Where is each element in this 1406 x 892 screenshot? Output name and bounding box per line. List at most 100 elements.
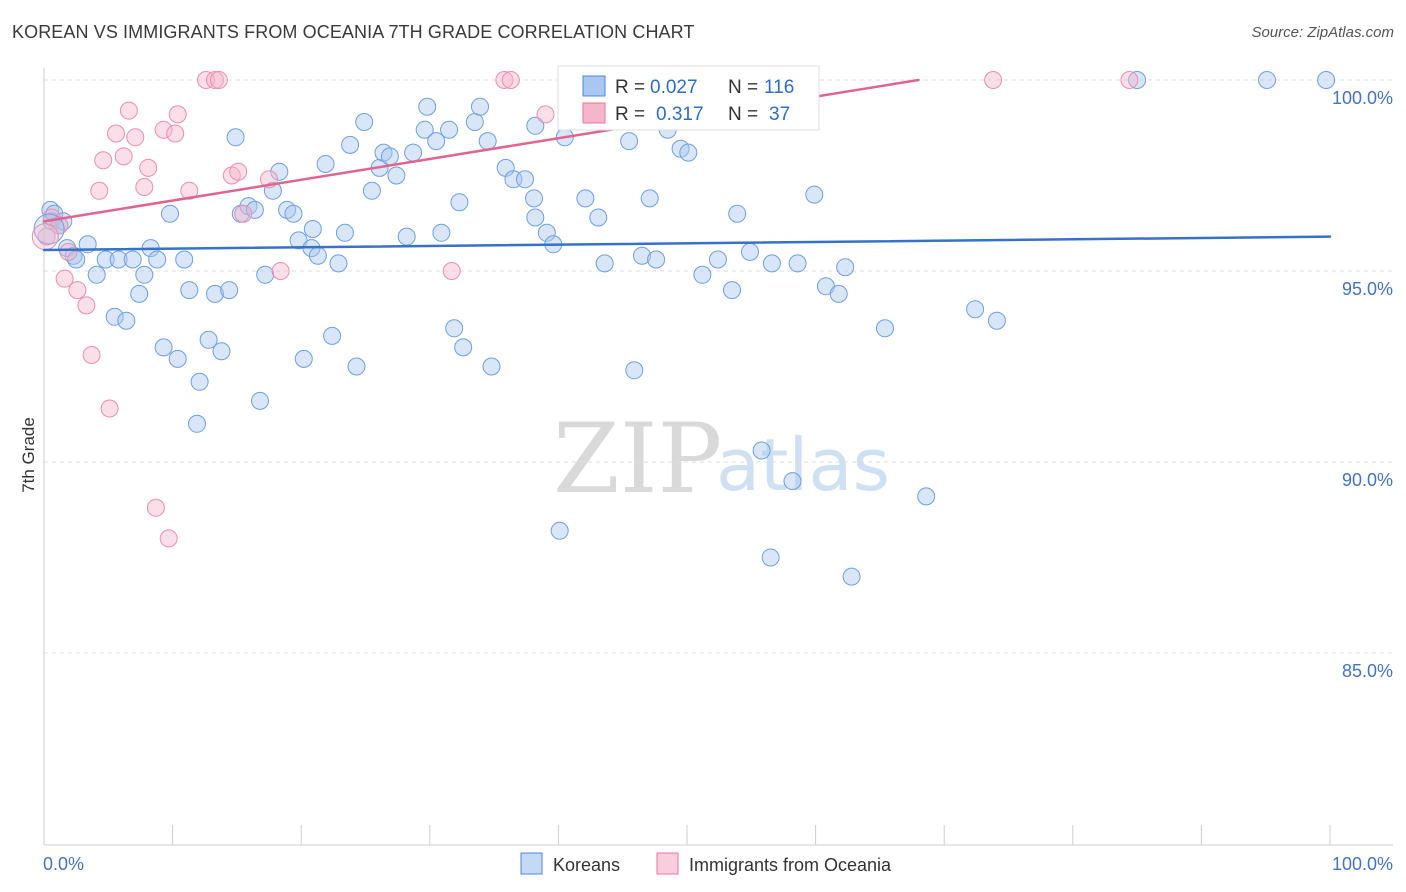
point-koreans-80	[595, 254, 614, 273]
point-koreans-10	[96, 250, 115, 269]
stats-r-value-blue: 0.027	[650, 77, 698, 98]
stats-legend-swatch-pink	[582, 102, 606, 124]
axes	[43, 68, 1393, 846]
y-tick-label-2: 90.0%	[1342, 470, 1393, 490]
point-koreans-114	[1258, 71, 1276, 89]
point-oceania-26	[229, 162, 248, 181]
point-koreans-34	[251, 391, 269, 410]
point-koreans-28	[212, 342, 231, 361]
point-oceania-31	[442, 262, 461, 280]
point-oceania-0	[37, 227, 56, 246]
point-koreans-39	[284, 204, 303, 223]
point-koreans-93	[741, 242, 759, 261]
point-koreans-48	[341, 135, 360, 154]
point-koreans-43	[308, 246, 327, 265]
y-tick-label-0: 100.0%	[1332, 88, 1393, 108]
watermark: ZIP atlas	[553, 403, 890, 515]
watermark-atlas: atlas	[716, 423, 890, 507]
point-koreans-16	[135, 265, 154, 284]
point-koreans-27	[206, 284, 224, 303]
y-tick-label-1: 95.0%	[1342, 279, 1393, 299]
point-oceania-cluster	[31, 223, 59, 251]
x-tick-label-right: 100.0%	[1332, 854, 1393, 874]
point-oceania-7	[82, 346, 101, 364]
stats-legend-swatch-blue	[582, 75, 606, 97]
legend-swatch-koreans	[520, 852, 543, 875]
point-koreans-51	[362, 181, 381, 200]
point-koreans-35	[256, 265, 275, 284]
point-koreans-11	[105, 307, 124, 326]
trend-line-koreans	[42, 235, 1332, 252]
point-koreans-45	[323, 326, 342, 345]
point-koreans-110	[303, 220, 322, 238]
point-koreans-81	[620, 132, 639, 151]
point-oceania-21	[180, 181, 199, 200]
stats-n-value-blue: 116	[764, 77, 794, 98]
point-koreans-63	[445, 319, 464, 338]
point-koreans-107	[987, 311, 1006, 330]
point-koreans-25	[190, 372, 209, 391]
point-oceania-33	[501, 71, 520, 89]
point-oceania-10	[100, 399, 119, 418]
point-koreans-89	[693, 265, 712, 284]
point-oceania-30	[159, 529, 178, 548]
point-koreans-94	[752, 441, 771, 460]
point-koreans-108	[526, 116, 545, 135]
stats-r-value-pink: 0.317	[656, 104, 704, 125]
stats-r-label-blue: R =	[615, 77, 645, 98]
point-oceania-6	[77, 296, 96, 315]
point-koreans-54	[380, 147, 399, 166]
point-koreans-21	[168, 349, 187, 368]
point-koreans-33	[245, 200, 264, 219]
point-oceania-11	[107, 124, 125, 143]
point-koreans-7	[67, 250, 86, 269]
gridlines	[44, 79, 1393, 654]
y-tick-labels: 100.0% 95.0% 90.0% 85.0%	[1332, 88, 1393, 681]
point-koreans-90	[708, 250, 727, 269]
point-koreans-61	[432, 223, 451, 242]
point-koreans-99	[805, 185, 824, 204]
point-koreans-105	[917, 487, 936, 506]
point-koreans-88	[679, 143, 698, 162]
point-koreans-66	[465, 113, 484, 131]
point-oceania-23	[206, 71, 224, 89]
point-koreans-37	[270, 162, 289, 181]
point-oceania-14	[126, 128, 145, 147]
point-koreans-68	[478, 132, 497, 151]
point-oceania-9	[94, 151, 113, 170]
chart-title: KOREAN VS IMMIGRANTS FROM OCEANIA 7TH GR…	[12, 22, 695, 42]
point-koreans-75	[537, 223, 556, 242]
stats-r-label-pink: R =	[615, 104, 645, 125]
point-koreans-44	[316, 155, 335, 173]
point-koreans-91	[723, 281, 741, 300]
point-koreans-23	[180, 281, 199, 300]
point-oceania-19	[166, 124, 185, 143]
watermark-zip: ZIP	[553, 403, 722, 515]
point-koreans-15	[130, 284, 149, 303]
point-koreans-113	[1128, 71, 1147, 89]
point-oceania-17	[146, 498, 165, 517]
legend-swatch-oceania	[656, 852, 679, 875]
point-oceania-4	[59, 242, 78, 261]
point-oceania-29	[271, 262, 290, 280]
point-oceania-12	[114, 147, 133, 166]
point-oceania-5	[68, 281, 87, 300]
point-koreans-106	[966, 300, 985, 319]
point-koreans-101	[829, 284, 848, 303]
point-koreans-72	[516, 170, 534, 189]
stats-n-label-blue: N =	[728, 77, 758, 98]
point-oceania-20	[168, 105, 187, 124]
point-koreans-92	[728, 204, 747, 223]
point-koreans-64	[450, 193, 469, 212]
point-oceania-24	[209, 71, 228, 89]
point-koreans-22	[175, 250, 194, 269]
point-koreans-30	[226, 128, 245, 147]
point-koreans-58	[415, 120, 434, 139]
point-koreans-77	[550, 521, 569, 540]
point-koreans-14	[123, 250, 142, 269]
point-koreans-102	[836, 258, 855, 277]
y-tick-label-3: 85.0%	[1342, 661, 1393, 681]
point-koreans-95	[761, 548, 780, 567]
point-oceania-27	[234, 204, 253, 223]
